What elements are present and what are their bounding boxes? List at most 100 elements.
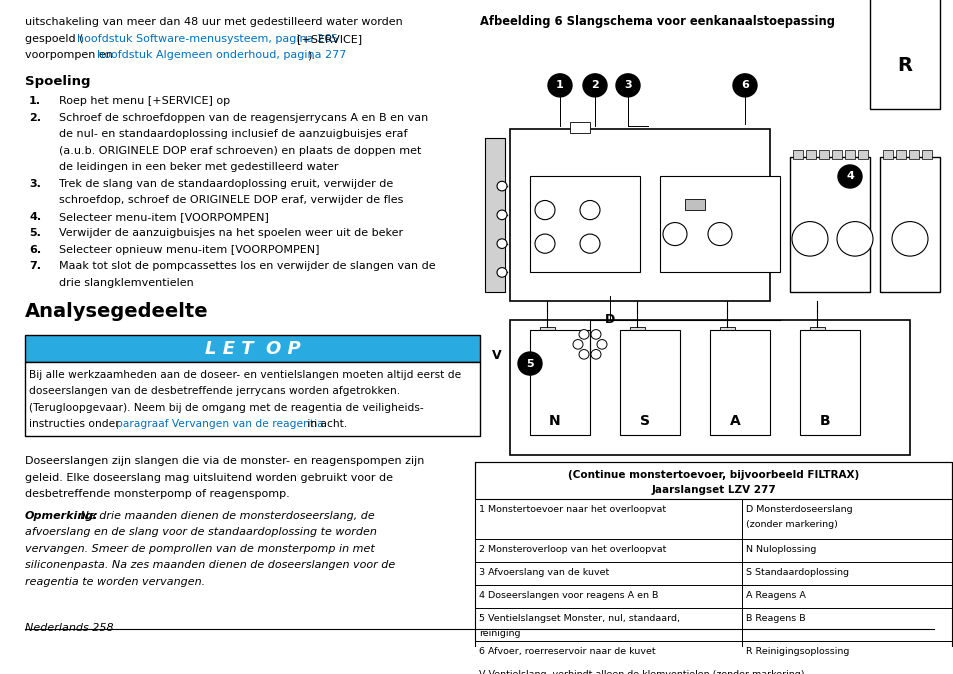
Text: V: V — [492, 349, 501, 362]
Circle shape — [573, 340, 582, 349]
Circle shape — [497, 210, 506, 220]
Circle shape — [517, 352, 541, 375]
Text: 2 Monsteroverloop van het overloopvat: 2 Monsteroverloop van het overloopvat — [478, 545, 666, 554]
Bar — [800, 330, 859, 435]
Bar — [805, 150, 815, 159]
Bar — [475, 462, 951, 674]
Bar — [510, 320, 909, 455]
Text: desbetreffende monsterpomp of reagenspomp.: desbetreffende monsterpomp of reagenspom… — [25, 489, 290, 499]
Text: Maak tot slot de pompcassettes los en verwijder de slangen van de: Maak tot slot de pompcassettes los en ve… — [59, 262, 436, 271]
Text: B Reagens B: B Reagens B — [745, 614, 805, 623]
Text: Afbeelding 6 Slangschema voor eenkanaalstoepassing: Afbeelding 6 Slangschema voor eenkanaals… — [479, 16, 834, 28]
Bar — [484, 138, 504, 292]
Circle shape — [836, 222, 872, 256]
Text: D Monsterdoseerslang: D Monsterdoseerslang — [745, 505, 852, 514]
Bar — [869, 0, 939, 109]
Text: instructies onder: instructies onder — [29, 419, 123, 429]
Circle shape — [547, 74, 572, 97]
Bar — [857, 150, 867, 159]
Text: afvoerslang en de slang voor de standaardoplossing te worden: afvoerslang en de slang voor de standaar… — [25, 527, 376, 537]
Text: Jaarslangset LZV 277: Jaarslangset LZV 277 — [651, 485, 775, 495]
Circle shape — [662, 222, 686, 245]
Text: Spoeling: Spoeling — [25, 75, 91, 88]
Text: 3 Afvoerslang van de kuvet: 3 Afvoerslang van de kuvet — [478, 568, 609, 577]
Circle shape — [590, 350, 600, 359]
Bar — [569, 122, 589, 133]
Text: geleid. Elke doseerslang mag uitsluitend worden gebruikt voor de: geleid. Elke doseerslang mag uitsluitend… — [25, 472, 393, 483]
Text: L E T  O P: L E T O P — [204, 340, 300, 358]
Text: 1: 1 — [556, 80, 563, 90]
Text: de leidingen in een beker met gedestilleerd water: de leidingen in een beker met gedestille… — [59, 162, 338, 173]
Circle shape — [497, 181, 506, 191]
Text: 5.: 5. — [29, 228, 41, 239]
Text: Roep het menu [+SERVICE] op: Roep het menu [+SERVICE] op — [59, 96, 230, 106]
Bar — [25, 336, 479, 363]
Text: [+SERVICE]: [+SERVICE] — [296, 34, 362, 44]
Text: doseerslangen van de desbetreffende jerrycans worden afgetrokken.: doseerslangen van de desbetreffende jerr… — [29, 386, 399, 396]
Text: Doseerslangen zijn slangen die via de monster- en reagenspompen zijn: Doseerslangen zijn slangen die via de mo… — [25, 456, 424, 466]
Text: Schroef de schroefdoppen van de reagensjerrycans A en B en van: Schroef de schroefdoppen van de reagensj… — [59, 113, 428, 123]
Text: in acht.: in acht. — [304, 419, 347, 429]
Text: 4.: 4. — [29, 212, 41, 222]
Bar — [475, 462, 951, 499]
Circle shape — [597, 340, 606, 349]
Text: 3: 3 — [623, 80, 631, 90]
Text: paragraaf Vervangen van de reagentia: paragraaf Vervangen van de reagentia — [116, 419, 323, 429]
Circle shape — [497, 239, 506, 249]
Circle shape — [579, 200, 599, 220]
Text: uitschakeling van meer dan 48 uur met gedestilleerd water worden: uitschakeling van meer dan 48 uur met ge… — [25, 18, 402, 27]
Text: vervangen. Smeer de pomprollen van de monsterpomp in met: vervangen. Smeer de pomprollen van de mo… — [25, 544, 375, 553]
Text: Selecteer opnieuw menu-item [VOORPOMPEN]: Selecteer opnieuw menu-item [VOORPOMPEN] — [59, 245, 319, 255]
Bar — [818, 150, 828, 159]
Text: V Ventielslang, verbindt alleen de klemventielen (zonder markering): V Ventielslang, verbindt alleen de klemv… — [478, 669, 803, 674]
Text: (a.u.b. ORIGINELE DOP eraf schroeven) en plaats de doppen met: (a.u.b. ORIGINELE DOP eraf schroeven) en… — [59, 146, 421, 156]
Text: 3.: 3. — [29, 179, 41, 189]
Bar — [809, 327, 824, 344]
Text: 5: 5 — [526, 359, 534, 369]
Text: (zonder markering): (zonder markering) — [745, 520, 837, 529]
Bar — [684, 199, 704, 210]
Circle shape — [732, 74, 757, 97]
Text: 7.: 7. — [29, 262, 41, 271]
Circle shape — [616, 74, 639, 97]
Circle shape — [579, 234, 599, 253]
Circle shape — [707, 222, 731, 245]
Text: reagentia te worden vervangen.: reagentia te worden vervangen. — [25, 577, 205, 586]
Text: R Reinigingsoplossing: R Reinigingsoplossing — [745, 646, 848, 656]
Text: 6: 6 — [740, 80, 748, 90]
Bar — [879, 157, 939, 292]
Text: 1.: 1. — [29, 96, 41, 106]
Text: N Nuloplossing: N Nuloplossing — [745, 545, 816, 554]
Text: 5 Ventielslangset Monster, nul, standaard,: 5 Ventielslangset Monster, nul, standaar… — [478, 614, 679, 623]
Text: S: S — [639, 414, 649, 428]
Text: D: D — [604, 313, 615, 326]
Circle shape — [497, 268, 506, 277]
Circle shape — [891, 222, 927, 256]
Text: gespoeld (: gespoeld ( — [25, 34, 84, 44]
Text: 6 Afvoer, roerreservoir naar de kuvet: 6 Afvoer, roerreservoir naar de kuvet — [478, 646, 655, 656]
Text: siliconenpasta. Na zes maanden dienen de doseerslangen voor de: siliconenpasta. Na zes maanden dienen de… — [25, 560, 395, 570]
Bar — [530, 330, 589, 435]
Text: (Terugloopgevaar). Neem bij de omgang met de reagentia de veiligheids-: (Terugloopgevaar). Neem bij de omgang me… — [29, 403, 423, 413]
Text: 2.: 2. — [29, 113, 41, 123]
Text: 1 Monstertoevoer naar het overloopvat: 1 Monstertoevoer naar het overloopvat — [478, 505, 665, 514]
Bar — [25, 363, 479, 437]
Bar — [789, 157, 869, 292]
Text: voorpompen en: voorpompen en — [25, 51, 116, 60]
Text: 4: 4 — [845, 171, 853, 181]
Text: Trek de slang van de standaardoplossing eruit, verwijder de: Trek de slang van de standaardoplossing … — [59, 179, 393, 189]
Bar — [659, 177, 780, 272]
Text: schroefdop, schroef de ORIGINELE DOP eraf, verwijder de fles: schroefdop, schroef de ORIGINELE DOP era… — [59, 195, 403, 206]
Text: hoofdstuk Algemeen onderhoud, pagina 277: hoofdstuk Algemeen onderhoud, pagina 277 — [97, 51, 346, 60]
Text: de nul- en standaardoplossing inclusief de aanzuigbuisjes eraf: de nul- en standaardoplossing inclusief … — [59, 129, 407, 140]
Text: R: R — [897, 56, 911, 75]
Text: (Continue monstertoevoer, bijvoorbeeld FILTRAX): (Continue monstertoevoer, bijvoorbeeld F… — [567, 470, 859, 480]
Bar — [831, 150, 841, 159]
Circle shape — [535, 234, 555, 253]
Text: ).: ). — [307, 51, 314, 60]
Text: A: A — [729, 414, 740, 428]
Text: 6.: 6. — [29, 245, 41, 255]
Circle shape — [535, 200, 555, 220]
Circle shape — [582, 74, 606, 97]
Circle shape — [578, 350, 588, 359]
